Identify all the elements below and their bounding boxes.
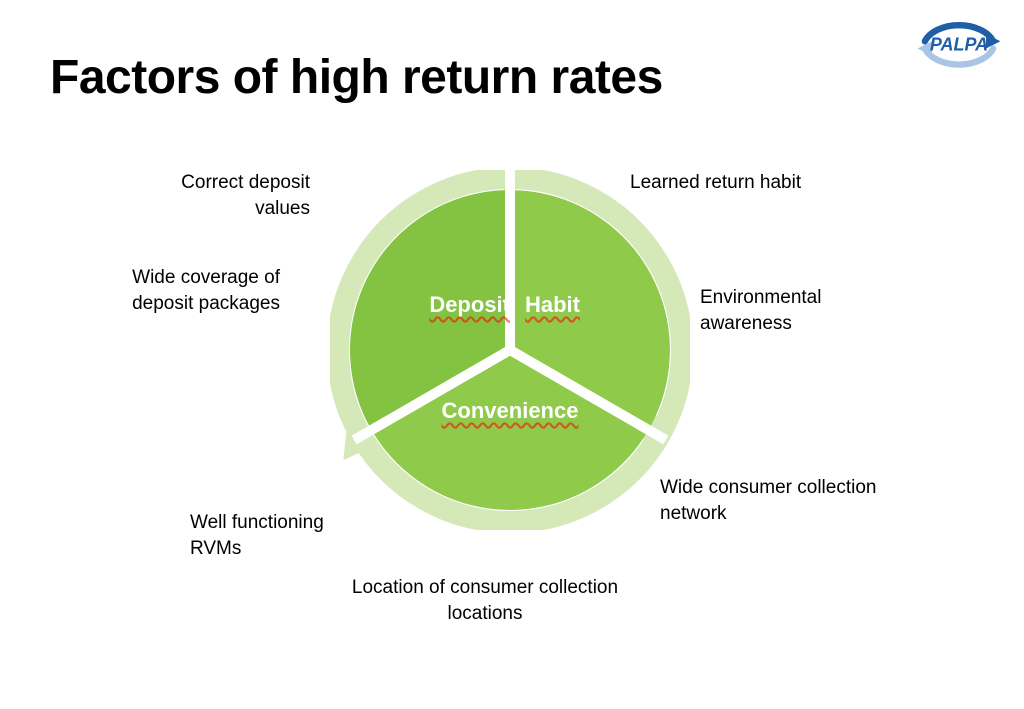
slice-label-convenience: Convenience: [410, 398, 610, 424]
pie-separator: [505, 170, 515, 350]
slide: Factors of high return rates PALPA: [0, 0, 1024, 709]
ann-deposit-2: Wide coverage of deposit packages: [110, 265, 280, 316]
factors-diagram: Deposit Habit Convenience Correct deposi…: [0, 150, 1024, 670]
cycle-chart: Deposit Habit Convenience: [330, 170, 690, 530]
ann-habit-2: Environmental awareness: [700, 285, 900, 336]
palpa-logo-text: PALPA: [930, 34, 988, 54]
ann-convenience-3: Well functioning RVMs: [190, 510, 370, 561]
ann-convenience-2: Location of consumer collection location…: [340, 575, 630, 626]
slice-label-habit: Habit: [525, 292, 625, 318]
ann-convenience-1: Wide consumer collection network: [660, 475, 890, 526]
palpa-logo-svg: PALPA: [914, 14, 1004, 74]
slice-label-deposit: Deposit: [390, 292, 510, 318]
ann-habit-1: Learned return habit: [630, 170, 830, 196]
ann-deposit-1: Correct deposit values: [140, 170, 310, 221]
palpa-logo: PALPA: [914, 14, 1004, 74]
page-title: Factors of high return rates: [50, 50, 663, 105]
